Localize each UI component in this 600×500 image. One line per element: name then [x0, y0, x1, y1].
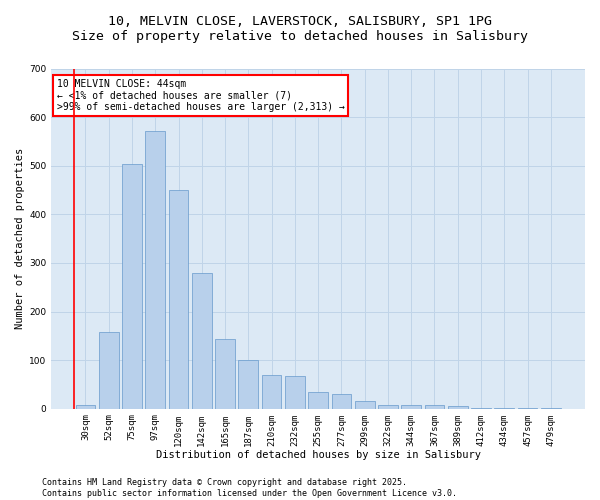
- Bar: [145, 131, 165, 408]
- Bar: [448, 406, 467, 408]
- Bar: [192, 272, 212, 408]
- Bar: [238, 360, 258, 408]
- Bar: [425, 405, 445, 408]
- Bar: [332, 394, 352, 408]
- Bar: [378, 405, 398, 408]
- Bar: [122, 164, 142, 408]
- Text: 10, MELVIN CLOSE, LAVERSTOCK, SALISBURY, SP1 1PG
Size of property relative to de: 10, MELVIN CLOSE, LAVERSTOCK, SALISBURY,…: [72, 15, 528, 43]
- Bar: [355, 402, 374, 408]
- Bar: [262, 374, 281, 408]
- Bar: [308, 392, 328, 408]
- Bar: [99, 332, 119, 408]
- Bar: [285, 376, 305, 408]
- X-axis label: Distribution of detached houses by size in Salisbury: Distribution of detached houses by size …: [155, 450, 481, 460]
- Text: Contains HM Land Registry data © Crown copyright and database right 2025.
Contai: Contains HM Land Registry data © Crown c…: [42, 478, 457, 498]
- Text: 10 MELVIN CLOSE: 44sqm
← <1% of detached houses are smaller (7)
>99% of semi-det: 10 MELVIN CLOSE: 44sqm ← <1% of detached…: [56, 78, 344, 112]
- Bar: [215, 339, 235, 408]
- Bar: [76, 406, 95, 408]
- Bar: [401, 405, 421, 408]
- Bar: [169, 190, 188, 408]
- Y-axis label: Number of detached properties: Number of detached properties: [15, 148, 25, 329]
